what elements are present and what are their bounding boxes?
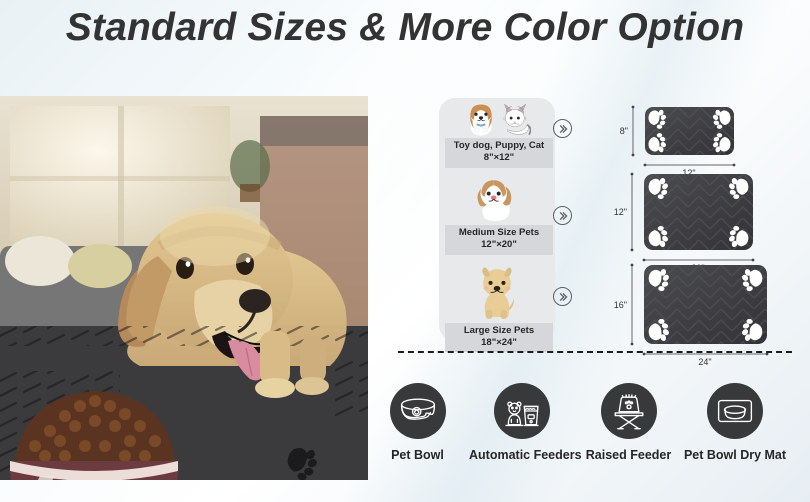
svg-text:12": 12" <box>614 207 627 217</box>
svg-text:24": 24" <box>698 357 711 367</box>
svg-text:8": 8" <box>620 126 628 136</box>
svg-text:16": 16" <box>614 300 627 310</box>
